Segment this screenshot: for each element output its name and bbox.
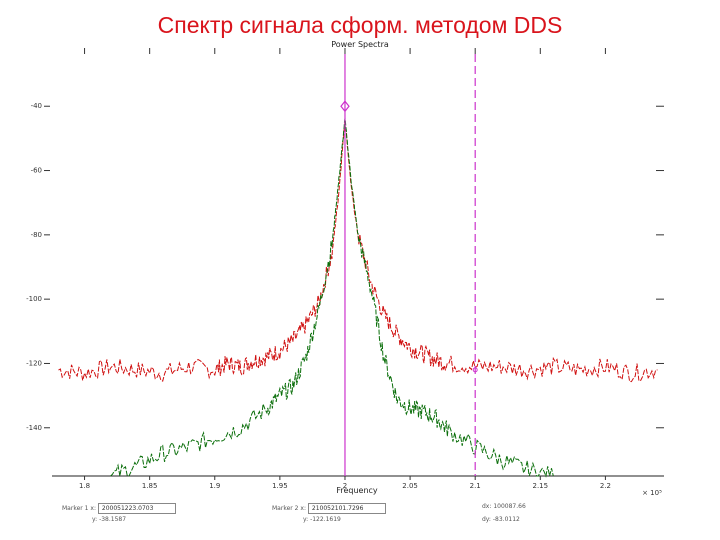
series-line-red <box>58 119 658 383</box>
delta-dx-value: 100087.66 <box>493 503 526 510</box>
plot-title: Power Spectra <box>331 40 389 49</box>
marker-2-point[interactable] <box>472 367 478 373</box>
marker1-y-label: y: <box>92 516 98 523</box>
marker1-x-field[interactable]: 200051223.0703 <box>97 503 176 514</box>
x-tick-label: 2.1 <box>470 482 481 490</box>
cursor-layer[interactable] <box>340 54 478 476</box>
marker2-x-label: x: <box>300 505 306 512</box>
y-tick-label: -40 <box>31 102 42 110</box>
marker2-label: Marker 2 <box>272 505 299 512</box>
y-tick-label: -140 <box>26 424 42 432</box>
power-spectrum-chart: -40 -60 -80 -100 -120 -140 1.8 1.85 1.9 1.95 2 2.05… <box>26 48 664 497</box>
marker2-y-value: -122.1619 <box>310 516 341 523</box>
delta-dx-label: dx: <box>482 503 492 510</box>
marker1-panel: Marker 1 x: 200051223.0703 <box>62 503 176 514</box>
marker2-y-label: y: <box>303 516 309 523</box>
x-tick-label: 1.9 <box>209 482 220 490</box>
x-tick-label: 1.8 <box>79 482 90 490</box>
marker2-x-field[interactable]: 210052101.7296 <box>307 503 386 514</box>
x-tick-label: 2 <box>343 482 347 490</box>
delta-dx-panel: dx: 100087.66 <box>482 503 526 510</box>
slide-title: Спектр сигнала сформ. методом DDS <box>157 12 563 38</box>
y-tick-label: -100 <box>26 295 42 303</box>
x-axis-label: Frequency <box>336 486 378 495</box>
marker1-label: Marker 1 <box>62 505 89 512</box>
marker1-y-value: -38.1587 <box>99 516 127 523</box>
marker2-panel: Marker 2 x: 210052101.7296 <box>272 503 386 514</box>
peak-marker[interactable] <box>340 100 350 113</box>
x-axis-exponent: × 10⁵ <box>642 489 662 497</box>
y-tick-label: -80 <box>31 231 42 239</box>
x-tick-label: 2.15 <box>533 482 549 490</box>
delta-dy-value: -83.0112 <box>492 516 520 523</box>
marker2-y-panel: y: -122.1619 <box>303 516 341 523</box>
marker1-x-label: x: <box>90 505 96 512</box>
series-layer <box>58 118 658 478</box>
delta-dy-panel: dy: -83.0112 <box>482 516 520 523</box>
x-tick-label: 2.05 <box>402 482 418 490</box>
series-line-green <box>110 118 554 478</box>
tick-layer: -40 -60 -80 -100 -120 -140 1.8 1.85 1.9 1.95 2 2.05… <box>26 48 664 490</box>
y-tick-label: -120 <box>26 359 42 367</box>
marker1-y-panel: y: -38.1587 <box>92 516 126 523</box>
delta-dy-label: dy: <box>482 516 491 523</box>
x-tick-label: 1.85 <box>142 482 158 490</box>
y-tick-label: -60 <box>31 167 42 175</box>
x-tick-label: 2.2 <box>600 482 611 490</box>
x-tick-label: 1.95 <box>272 482 288 490</box>
